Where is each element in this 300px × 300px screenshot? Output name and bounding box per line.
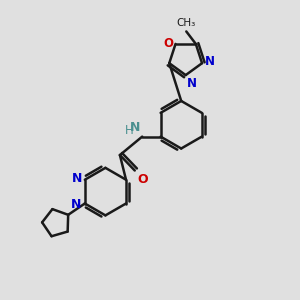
Text: O: O (137, 173, 148, 186)
Text: N: N (130, 121, 141, 134)
Text: N: N (187, 76, 197, 90)
Text: N: N (70, 198, 81, 211)
Text: CH₃: CH₃ (177, 18, 196, 28)
Text: N: N (204, 55, 214, 68)
Text: H: H (125, 124, 134, 136)
Text: N: N (71, 172, 82, 185)
Text: O: O (163, 38, 173, 50)
